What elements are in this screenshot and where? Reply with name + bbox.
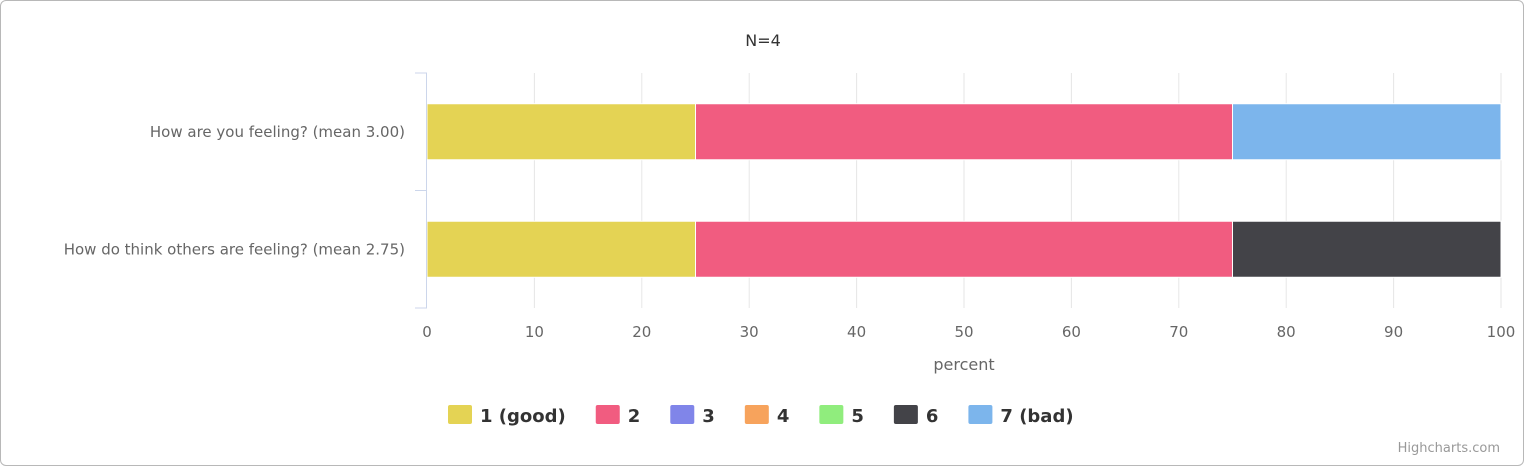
x-tick-label-0: 0 [422,323,432,341]
legend-item-2[interactable]: 3 [670,405,715,427]
bar-1-series-5[interactable] [1232,220,1502,278]
legend-item-6[interactable]: 7 (bad) [968,405,1074,427]
chart-title: N=4 [745,31,781,50]
legend-item-0[interactable]: 1 (good) [448,405,566,427]
bars [426,103,1502,278]
legend-swatch-2 [670,405,695,424]
x-tick-label-9: 90 [1384,323,1403,341]
x-tick-label-1: 10 [525,323,544,341]
legend-swatch-3 [744,405,769,424]
x-tick-label-10: 100 [1487,323,1516,341]
legend-label-0: 1 (good) [480,406,566,427]
bar-1-series-0[interactable] [426,220,696,278]
legend-swatch-6 [968,405,993,424]
legend-label-5: 6 [926,406,939,427]
x-tick-label-4: 40 [847,323,866,341]
x-axis-title: percent [933,355,994,374]
legend-label-4: 5 [851,406,864,427]
category-axis: How are you feeling? (mean 3.00) How do t… [64,72,427,309]
legend-label-6: 7 (bad) [1000,406,1073,427]
category-label-1: How do think others are feeling? (mean 2… [64,240,405,258]
legend-swatch-0 [448,405,472,424]
bar-0-series-1[interactable] [695,103,1233,161]
bar-0-series-0[interactable] [426,103,696,161]
legend-item-5[interactable]: 6 [893,405,939,427]
bar-0-series-6[interactable] [1232,103,1502,161]
legend-item-4[interactable]: 5 [819,405,864,427]
legend-swatch-5 [893,405,918,424]
legend-item-3[interactable]: 4 [744,405,790,427]
legend-item-1[interactable]: 2 [595,405,641,427]
legend: 1 (good) 2 3 4 5 6 7 (bad) [448,405,1074,427]
legend-swatch-1 [595,405,620,424]
credits-link[interactable]: Highcharts.com [1398,441,1500,456]
legend-label-1: 2 [628,406,641,427]
legend-label-3: 4 [777,406,790,427]
legend-swatch-4 [819,405,844,424]
x-tick-label-3: 30 [740,323,759,341]
x-tick-label-5: 50 [954,323,973,341]
x-tick-label-7: 70 [1169,323,1188,341]
category-label-0: How are you feeling? (mean 3.00) [150,123,405,141]
legend-label-2: 3 [702,406,715,427]
x-tick-label-2: 20 [632,323,651,341]
value-axis: 0 10 20 30 40 50 60 70 80 90 100 [422,323,1515,341]
x-tick-label-6: 60 [1062,323,1081,341]
bar-1-series-1[interactable] [695,220,1233,278]
x-tick-label-8: 80 [1277,323,1296,341]
